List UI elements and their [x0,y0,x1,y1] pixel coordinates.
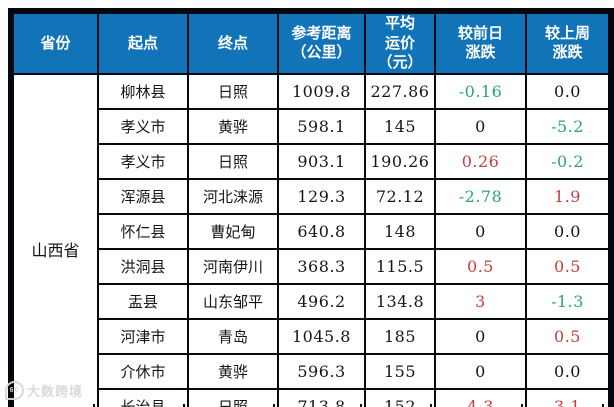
price-cell: 155 [364,352,436,390]
destination-cell: 黄骅 [187,352,279,390]
price-cell: 190.26 [364,142,436,180]
distance-cell: 1009.8 [277,72,366,110]
price-cell: 185 [364,317,436,355]
table-row: 怀仁县 曹妃甸 640.8 148 0 0.0 [11,212,612,250]
price-cell: 134.8 [364,282,436,320]
table-row: 盂县 山东邹平 496.2 134.8 3 -1.3 [11,282,612,320]
price-cell: 72.12 [364,177,436,215]
destination-cell: 日照 [187,72,279,110]
destination-cell: 黄骅 [187,107,279,145]
table-continuation-stub [430,404,432,407]
table-row: 长治县 日照 713.8 152 4.3 3.1 [11,387,612,407]
header-avg-price: 平均 运价 （元） [364,10,436,75]
day-change-cell: 0 [434,352,527,390]
price-cell: 148 [364,212,436,250]
table-row: 介休市 黄骅 596.3 155 0 0.0 [11,352,612,390]
distance-cell: 496.2 [277,282,366,320]
week-change-cell: 0.0 [525,212,612,250]
week-change-cell: 1.9 [525,177,612,215]
table-continuation-stub [183,404,185,407]
week-change-cell: 3.1 [525,387,612,407]
origin-cell: 洪洞县 [97,247,189,285]
day-change-cell: 0 [434,212,527,250]
day-change-cell: -2.78 [434,177,527,215]
table-continuation-stub [8,404,10,407]
destination-cell: 青岛 [187,317,279,355]
week-change-cell: -0.2 [525,142,612,180]
origin-cell: 孝义市 [97,107,189,145]
table-continuation-stub [93,404,95,407]
week-change-cell: 0.0 [525,72,612,110]
header-week-change: 较上周 涨跌 [525,10,612,75]
table-continuation-stub [273,404,275,407]
destination-cell: 河北涞源 [187,177,279,215]
table-body: 山西省 柳林县 日照 1009.8 227.86 -0.16 0.0 孝义市 黄骅 598.1 14… [10,72,612,407]
header-distance: 参考距离 （公里） [277,10,366,75]
origin-cell: 介休市 [97,352,189,390]
day-change-cell: 0.26 [434,142,527,180]
header-origin: 起点 [97,10,189,75]
destination-cell: 河南伊川 [187,247,279,285]
destination-cell: 日照 [187,387,279,407]
table-continuation-stub [602,404,604,407]
origin-cell: 浑源县 [97,177,189,215]
week-change-cell: 0.0 [525,352,612,390]
table-row: 河津市 青岛 1045.8 185 0 0.5 [11,317,612,355]
origin-cell: 盂县 [97,282,189,320]
day-change-cell: 0.5 [434,247,527,285]
table-row: 孝义市 黄骅 598.1 145 0 -5.2 [11,107,612,145]
header-row: 省份 起点 终点 参考距离 （公里） 平均 运价 （元） 较前日 涨跌 较上周 … [10,10,612,75]
distance-cell: 596.3 [277,352,366,390]
distance-cell: 1045.8 [277,317,366,355]
header-destination: 终点 [187,10,279,75]
week-change-cell: 0.5 [525,247,612,285]
table-row: 孝义市 日照 903.1 190.26 0.26 -0.2 [11,142,612,180]
origin-cell: 孝义市 [97,142,189,180]
table-continuation-stub [521,404,523,407]
header-province: 省份 [10,10,99,75]
freight-price-table: 省份 起点 终点 参考距离 （公里） 平均 运价 （元） 较前日 涨跌 较上周 … [8,8,614,407]
price-cell: 227.86 [364,72,436,110]
distance-cell: 598.1 [277,107,366,145]
distance-cell: 129.3 [277,177,366,215]
province-cell: 山西省 [10,72,99,407]
price-cell: 145 [364,107,436,145]
table-row: 山西省 柳林县 日照 1009.8 227.86 -0.16 0.0 [10,72,612,407]
origin-cell: 河津市 [97,317,189,355]
week-change-cell: -5.2 [525,107,612,145]
table-row: 洪洞县 河南伊川 368.3 115.5 0.5 0.5 [11,247,612,285]
distance-cell: 368.3 [277,247,366,285]
destination-cell: 山东邹平 [187,282,279,320]
distance-cell: 713.8 [277,387,366,407]
distance-cell: 640.8 [277,212,366,250]
week-change-cell: 0.5 [525,317,612,355]
origin-cell: 柳林县 [97,72,189,110]
day-change-cell: -0.16 [434,72,527,110]
price-cell: 115.5 [364,247,436,285]
destination-cell: 日照 [187,142,279,180]
table-header: 省份 起点 终点 参考距离 （公里） 平均 运价 （元） 较前日 涨跌 较上周 … [10,10,612,75]
day-change-cell: 3 [434,282,527,320]
table-row: 浑源县 河北涞源 129.3 72.12 -2.78 1.9 [11,177,612,215]
origin-cell: 怀仁县 [97,212,189,250]
day-change-cell: 0 [434,107,527,145]
distance-cell: 903.1 [277,142,366,180]
week-change-cell: -1.3 [525,282,612,320]
header-day-change: 较前日 涨跌 [434,10,527,75]
destination-cell: 曹妃甸 [187,212,279,250]
day-change-cell: 4.3 [434,387,527,407]
day-change-cell: 0 [434,317,527,355]
price-cell: 152 [364,387,436,407]
table-continuation-stub [360,404,362,407]
origin-cell: 长治县 [97,387,189,407]
